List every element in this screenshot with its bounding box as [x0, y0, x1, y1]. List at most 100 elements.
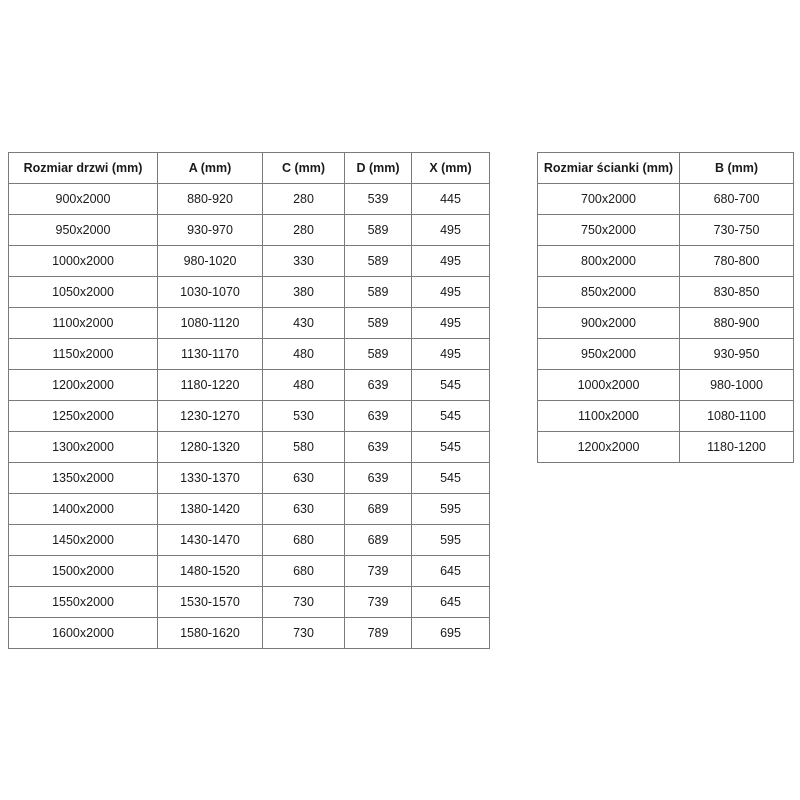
- cell-d: 789: [344, 617, 412, 649]
- cell-x: 545: [411, 462, 490, 494]
- cell-d: 639: [344, 400, 412, 432]
- wall-dimensions-table: Rozmiar ścianki (mm) B (mm) 700x2000 680-…: [537, 152, 794, 463]
- cell-c: 730: [262, 617, 345, 649]
- cell-a: 1030-1070: [157, 276, 263, 308]
- cell-wall-size: 900x2000: [537, 307, 680, 339]
- cell-b: 830-850: [679, 276, 794, 308]
- cell-b: 1080-1100: [679, 400, 794, 432]
- table-row: 1250x2000 1230-1270 530 639 545: [8, 400, 490, 432]
- cell-x: 645: [411, 555, 490, 587]
- cell-d: 589: [344, 307, 412, 339]
- cell-x: 495: [411, 338, 490, 370]
- cell-door-size: 1400x2000: [8, 493, 158, 525]
- table-row: 1300x2000 1280-1320 580 639 545: [8, 431, 490, 463]
- cell-wall-size: 700x2000: [537, 183, 680, 215]
- cell-d: 639: [344, 369, 412, 401]
- cell-c: 430: [262, 307, 345, 339]
- cell-door-size: 1200x2000: [8, 369, 158, 401]
- table-row: 1200x2000 1180-1220 480 639 545: [8, 369, 490, 401]
- table-row: 950x2000 930-950: [537, 338, 794, 370]
- cell-x: 595: [411, 493, 490, 525]
- cell-b: 730-750: [679, 214, 794, 246]
- cell-b: 1180-1200: [679, 431, 794, 463]
- table-row: 800x2000 780-800: [537, 245, 794, 277]
- cell-wall-size: 1200x2000: [537, 431, 680, 463]
- doors-table-body: 900x2000 880-920 280 539 445 950x2000 930-970 2…: [8, 183, 490, 649]
- cell-door-size: 1100x2000: [8, 307, 158, 339]
- cell-d: 589: [344, 338, 412, 370]
- cell-a: 1430-1470: [157, 524, 263, 556]
- doors-table-header: Rozmiar drzwi (mm) A (mm) C (mm) D (mm) …: [8, 152, 490, 184]
- cell-wall-size: 800x2000: [537, 245, 680, 277]
- column-header-c: C (mm): [262, 152, 345, 184]
- cell-wall-size: 850x2000: [537, 276, 680, 308]
- cell-x: 445: [411, 183, 490, 215]
- cell-wall-size: 950x2000: [537, 338, 680, 370]
- cell-door-size: 1600x2000: [8, 617, 158, 649]
- cell-c: 480: [262, 338, 345, 370]
- table-row: 1550x2000 1530-1570 730 739 645: [8, 586, 490, 618]
- cell-d: 539: [344, 183, 412, 215]
- cell-d: 689: [344, 493, 412, 525]
- cell-x: 545: [411, 400, 490, 432]
- cell-x: 495: [411, 245, 490, 277]
- cell-a: 1280-1320: [157, 431, 263, 463]
- column-header-x: X (mm): [411, 152, 490, 184]
- cell-d: 639: [344, 431, 412, 463]
- table-row: 1200x2000 1180-1200: [537, 431, 794, 463]
- cell-c: 630: [262, 462, 345, 494]
- cell-a: 1580-1620: [157, 617, 263, 649]
- column-header-door-size: Rozmiar drzwi (mm): [8, 152, 158, 184]
- table-row: 1150x2000 1130-1170 480 589 495: [8, 338, 490, 370]
- cell-c: 380: [262, 276, 345, 308]
- wall-table-body: 700x2000 680-700 750x2000 730-750 800x2000 78…: [537, 183, 794, 463]
- cell-x: 545: [411, 431, 490, 463]
- cell-c: 680: [262, 524, 345, 556]
- table-row: 1400x2000 1380-1420 630 689 595: [8, 493, 490, 525]
- table-row: 900x2000 880-900: [537, 307, 794, 339]
- cell-door-size: 1550x2000: [8, 586, 158, 618]
- cell-c: 280: [262, 183, 345, 215]
- cell-x: 545: [411, 369, 490, 401]
- cell-door-size: 1000x2000: [8, 245, 158, 277]
- table-row: 1000x2000 980-1020 330 589 495: [8, 245, 490, 277]
- cell-door-size: 1350x2000: [8, 462, 158, 494]
- column-header-wall-size: Rozmiar ścianki (mm): [537, 152, 680, 184]
- table-row: 850x2000 830-850: [537, 276, 794, 308]
- cell-wall-size: 1000x2000: [537, 369, 680, 401]
- cell-c: 680: [262, 555, 345, 587]
- cell-c: 330: [262, 245, 345, 277]
- table-row: 700x2000 680-700: [537, 183, 794, 215]
- cell-door-size: 1450x2000: [8, 524, 158, 556]
- cell-a: 1180-1220: [157, 369, 263, 401]
- cell-b: 980-1000: [679, 369, 794, 401]
- cell-door-size: 1150x2000: [8, 338, 158, 370]
- cell-a: 930-970: [157, 214, 263, 246]
- cell-wall-size: 750x2000: [537, 214, 680, 246]
- cell-d: 689: [344, 524, 412, 556]
- cell-b: 930-950: [679, 338, 794, 370]
- doors-dimensions-table: Rozmiar drzwi (mm) A (mm) C (mm) D (mm) …: [8, 152, 490, 649]
- cell-door-size: 1050x2000: [8, 276, 158, 308]
- cell-a: 1080-1120: [157, 307, 263, 339]
- cell-door-size: 1250x2000: [8, 400, 158, 432]
- wall-table-header: Rozmiar ścianki (mm) B (mm): [537, 152, 794, 184]
- table-row: 1600x2000 1580-1620 730 789 695: [8, 617, 490, 649]
- table-row: 1500x2000 1480-1520 680 739 645: [8, 555, 490, 587]
- cell-a: 880-920: [157, 183, 263, 215]
- cell-b: 880-900: [679, 307, 794, 339]
- table-row: 750x2000 730-750: [537, 214, 794, 246]
- table-row: 1100x2000 1080-1100: [537, 400, 794, 432]
- cell-x: 495: [411, 276, 490, 308]
- cell-d: 589: [344, 245, 412, 277]
- cell-c: 280: [262, 214, 345, 246]
- cell-c: 630: [262, 493, 345, 525]
- cell-a: 1480-1520: [157, 555, 263, 587]
- table-row: 900x2000 880-920 280 539 445: [8, 183, 490, 215]
- cell-d: 589: [344, 276, 412, 308]
- cell-a: 1330-1370: [157, 462, 263, 494]
- table-header-row: Rozmiar ścianki (mm) B (mm): [537, 152, 794, 184]
- cell-a: 1530-1570: [157, 586, 263, 618]
- cell-c: 480: [262, 369, 345, 401]
- table-row: 950x2000 930-970 280 589 495: [8, 214, 490, 246]
